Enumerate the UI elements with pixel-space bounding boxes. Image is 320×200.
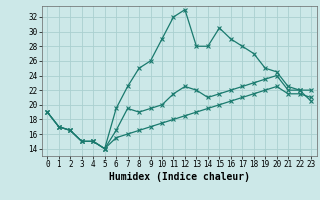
X-axis label: Humidex (Indice chaleur): Humidex (Indice chaleur) — [109, 172, 250, 182]
